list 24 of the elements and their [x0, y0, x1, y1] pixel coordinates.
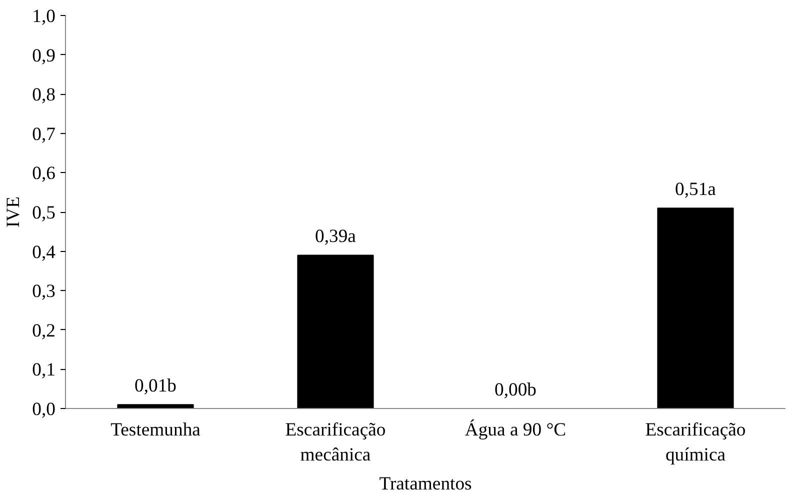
- bar: [657, 208, 734, 408]
- x-tick-label: Testemunha: [110, 420, 202, 440]
- bar: [297, 254, 374, 408]
- x-axis-title: Tratamentos: [379, 474, 472, 495]
- y-tick-label: 0,4: [32, 242, 56, 263]
- y-tick-label: 0,7: [32, 124, 56, 145]
- data-label: 0,51a: [675, 179, 717, 200]
- x-tick-label: Escarificação química: [645, 420, 746, 466]
- bar: [117, 404, 194, 408]
- y-tick-label: 1,0: [32, 6, 56, 27]
- data-label: 0,01b: [134, 376, 176, 397]
- x-tick-label: Água a 90 °C: [464, 418, 566, 440]
- data-label: 0,00b: [494, 380, 536, 400]
- data-label: 0,39a: [315, 226, 357, 248]
- y-tick-label: 0,3: [32, 281, 56, 302]
- x-tick-label: Escarificação mecânica: [285, 420, 386, 466]
- y-tick-label: 0,8: [32, 84, 56, 106]
- y-tick-label: 0,0: [32, 399, 56, 420]
- y-tick-label: 0,5: [32, 202, 56, 224]
- y-tick-label: 0,6: [32, 163, 56, 184]
- y-axis-title: IVE: [3, 196, 24, 228]
- y-tick-label: 0,2: [32, 320, 56, 342]
- y-tick-label: 0,1: [32, 360, 56, 381]
- y-tick-label: 0,9: [32, 45, 56, 66]
